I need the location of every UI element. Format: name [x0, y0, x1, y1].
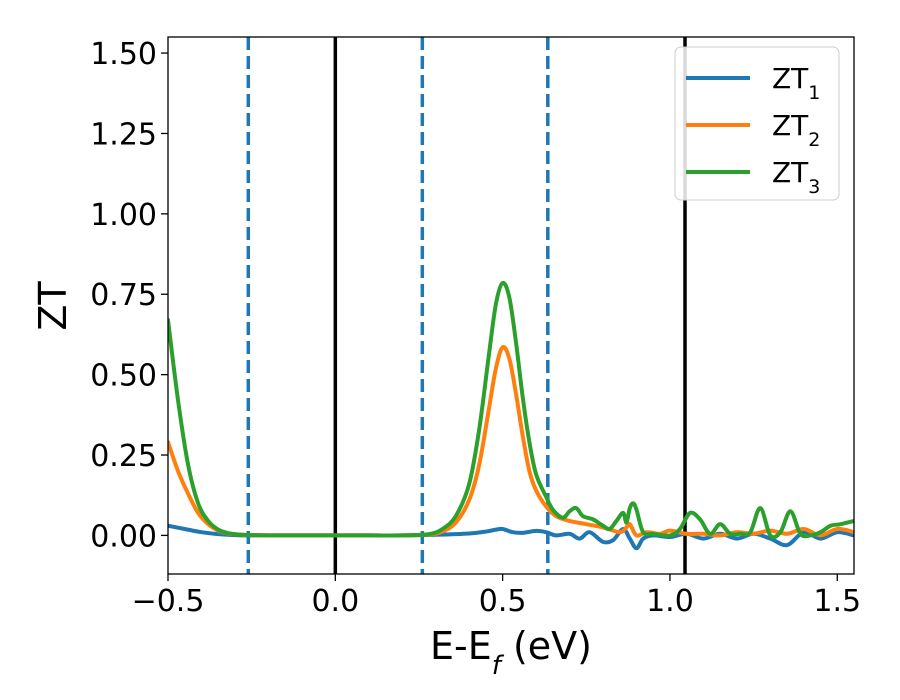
y-tick-label: 0.25	[90, 439, 157, 474]
plot-frame	[167, 36, 855, 575]
x-tick-label: 0.0	[311, 584, 359, 619]
y-tick-label: 0.00	[90, 519, 157, 554]
y-tick-label: 1.25	[90, 117, 157, 152]
x-tick-label: 1.5	[813, 584, 861, 619]
y-tick-label: 0.75	[90, 278, 157, 313]
x-tick-label: 1.0	[646, 584, 694, 619]
x-axis-label: E-Ef (eV)	[430, 624, 592, 681]
x-axis-ticks: −0.5 0.0 0.5 1.0 1.5	[132, 574, 861, 619]
legend: ZT1 ZT2 ZT3	[674, 46, 840, 201]
y-axis-ticks: 0.00 0.25 0.50 0.75 1.00 1.25 1.50	[90, 37, 168, 554]
legend-label-1: ZT1	[772, 62, 820, 104]
y-tick-label: 1.00	[90, 198, 157, 233]
legend-box	[674, 46, 840, 201]
x-tick-label: 0.5	[479, 584, 527, 619]
series-lines	[168, 280, 854, 551]
x-tick-label: −0.5	[132, 584, 205, 619]
legend-label-3: ZT3	[772, 156, 820, 198]
series-line-3	[168, 280, 854, 540]
legend-label-2: ZT2	[772, 109, 820, 151]
y-tick-label: 1.50	[90, 37, 157, 72]
y-tick-label: 0.50	[90, 359, 157, 394]
y-axis-label: ZT	[31, 281, 75, 331]
